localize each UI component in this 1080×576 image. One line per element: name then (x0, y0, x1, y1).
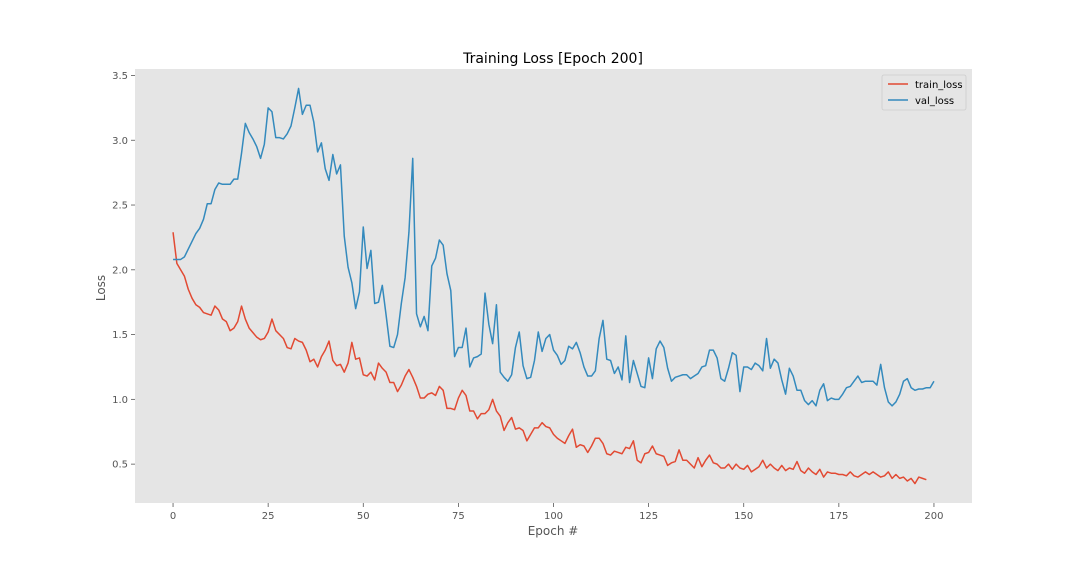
y-tick-label: 3.5 (112, 71, 128, 82)
y-axis-ticks: 0.5 1.0 1.5 2.0 2.5 3.0 3.5 (112, 71, 135, 471)
x-tick-label: 150 (734, 511, 753, 522)
series-line-train-loss (172, 232, 927, 485)
plot-area (135, 69, 972, 503)
x-tick-label: 50 (357, 511, 370, 522)
x-tick-label: 25 (262, 511, 275, 522)
x-axis-label: Epoch # (528, 524, 579, 538)
x-axis-ticks: 0 25 50 75 100 125 150 175 200 (170, 503, 944, 522)
x-tick-label: 100 (544, 511, 563, 522)
y-tick-label: 1.0 (112, 395, 128, 406)
legend-label-val-loss: val_loss (915, 96, 954, 107)
x-tick-label: 125 (639, 511, 658, 522)
chart-title: Training Loss [Epoch 200] (462, 51, 643, 67)
y-tick-label: 1.5 (112, 330, 128, 341)
x-tick-label: 75 (452, 511, 465, 522)
x-tick-label: 200 (924, 511, 943, 522)
x-tick-label: 0 (170, 511, 176, 522)
series-line-val-loss (173, 87, 935, 407)
y-tick-label: 2.5 (112, 201, 128, 212)
x-tick-label: 175 (829, 511, 848, 522)
y-axis-label: Loss (94, 275, 108, 301)
y-tick-label: 2.0 (112, 265, 128, 276)
legend-label-train-loss: train_loss (915, 80, 963, 91)
y-tick-label: 3.0 (112, 136, 128, 147)
y-tick-label: 0.5 (112, 460, 128, 471)
legend: train_loss val_loss (881, 74, 967, 111)
series-layer (172, 87, 935, 485)
